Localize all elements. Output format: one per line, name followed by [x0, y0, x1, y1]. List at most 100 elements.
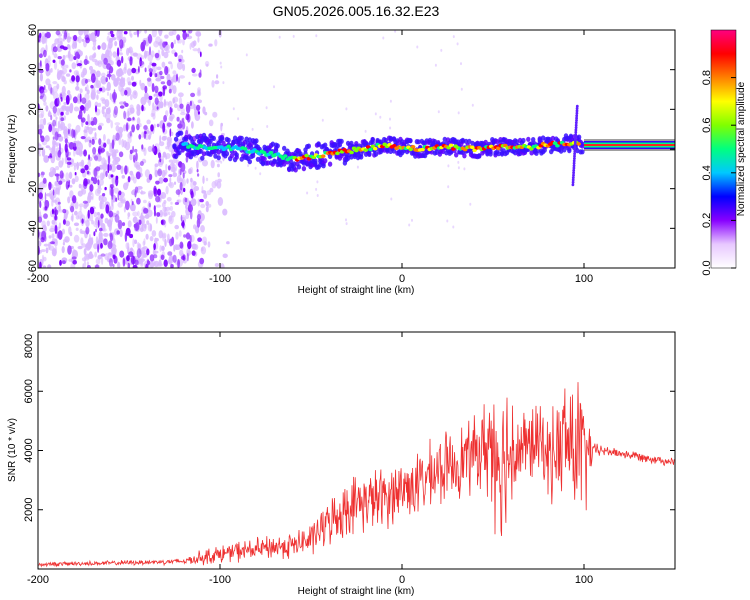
noise-speck: [217, 197, 224, 206]
noise-speck: [216, 163, 220, 168]
noise-speck: [71, 62, 77, 70]
noise-speck: [69, 102, 74, 111]
noise-speck: [163, 169, 168, 175]
noise-blob: [64, 138, 68, 144]
noise-blob: [107, 163, 110, 174]
ridge-spike: [573, 140, 577, 144]
noise-blob: [190, 190, 194, 199]
noise-speck: [165, 163, 168, 171]
noise-blob: [110, 33, 115, 38]
noise-speck: [170, 62, 173, 70]
noise-speck: [91, 192, 94, 201]
noise-speck: [54, 150, 58, 157]
noise-speck: [173, 244, 176, 252]
noise-speck: [139, 79, 142, 87]
noise-speck: [460, 87, 463, 91]
noise-speck: [106, 138, 111, 145]
noise-speck: [63, 126, 68, 135]
noise-blob: [160, 81, 166, 85]
noise-blob: [125, 227, 131, 236]
noise-speck: [222, 208, 228, 216]
noise-blob: [121, 55, 124, 64]
ridge-spike: [572, 159, 576, 163]
noise-speck: [71, 178, 76, 185]
noise-blob: [182, 121, 186, 130]
noise-blob: [103, 57, 108, 65]
noise-blob: [38, 172, 41, 178]
ridge-spike: [573, 145, 577, 149]
noise-speck: [130, 33, 133, 38]
ridge-halo: [262, 156, 267, 162]
noise-blob: [48, 124, 53, 133]
noise-speck: [77, 35, 82, 44]
noise-speck: [146, 119, 151, 125]
noise-speck: [53, 53, 58, 59]
noise-speck: [446, 219, 449, 223]
noise-speck: [203, 192, 208, 199]
snr-y-axis-label: SNR (10 * v/v): [7, 418, 18, 482]
noise-blob: [113, 93, 116, 103]
noise-blob: [69, 69, 72, 73]
ridge-halo: [185, 152, 190, 158]
ridge-halo: [282, 145, 287, 151]
noise-blob: [84, 164, 89, 171]
ridge-halo: [521, 137, 526, 144]
noise-blob: [125, 122, 129, 132]
ridge-core: [576, 142, 581, 146]
noise-blob: [168, 88, 172, 94]
noise-speck: [132, 90, 138, 99]
noise-blob: [67, 128, 70, 135]
noise-blob: [60, 111, 64, 116]
noise-speck: [140, 189, 143, 195]
noise-speck: [215, 159, 221, 163]
colorbar-ticks: 0.0 0.2 0.4 0.6 0.8: [701, 70, 736, 276]
noise-blob: [116, 59, 122, 67]
x-tick-label: 0: [399, 273, 405, 285]
noise-speck: [173, 39, 177, 45]
ridge-spike: [572, 173, 575, 177]
noise-speck: [79, 206, 82, 212]
noise-blob: [97, 45, 101, 50]
noise-blob: [139, 60, 145, 66]
noise-speck: [154, 163, 159, 168]
ridge-spike: [575, 114, 579, 118]
noise-blob: [80, 105, 85, 111]
noise-blob: [54, 209, 59, 216]
noise-speck: [112, 51, 117, 58]
ridge-halo: [339, 138, 344, 144]
noise-blob: [124, 89, 128, 96]
noise-blob: [175, 189, 181, 196]
noise-speck: [196, 160, 199, 170]
noise-blob: [59, 259, 62, 266]
noise-speck: [81, 243, 87, 248]
ridge-spike: [575, 107, 579, 110]
noise-speck: [220, 160, 223, 164]
noise-speck: [232, 107, 235, 111]
noise-blob: [135, 171, 141, 180]
noise-speck: [62, 54, 66, 61]
noise-blob: [186, 113, 191, 123]
noise-blob: [158, 152, 162, 159]
noise-speck: [176, 199, 182, 203]
noise-speck: [134, 239, 138, 245]
noise-speck: [189, 43, 192, 50]
noise-blob: [121, 222, 126, 227]
noise-blob: [166, 79, 172, 86]
noise-blob: [176, 73, 178, 82]
noise-speck: [212, 111, 218, 118]
noise-blob: [57, 230, 63, 240]
colorbar-label: Normalized spectral amplitude: [736, 81, 747, 216]
noise-blob: [100, 213, 104, 219]
noise-speck: [132, 176, 137, 184]
noise-speck: [345, 222, 348, 226]
noise-blob: [185, 103, 191, 114]
noise-speck: [103, 134, 106, 142]
noise-speck: [108, 252, 112, 256]
noise-blob: [52, 189, 55, 196]
noise-speck: [151, 30, 157, 38]
ridge-core: [349, 150, 354, 155]
noise-speck: [165, 155, 168, 160]
noise-blob: [153, 205, 156, 212]
noise-blob: [38, 192, 43, 200]
